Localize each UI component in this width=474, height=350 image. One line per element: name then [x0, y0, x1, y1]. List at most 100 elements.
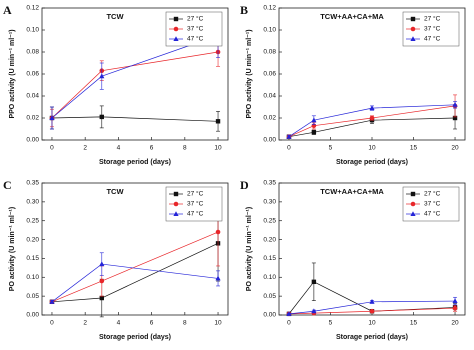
y-tick-label: 0.05 [26, 293, 39, 300]
x-axis-label: Storage period (days) [99, 334, 171, 341]
series-line [51, 35, 219, 119]
y-tick-label: 0.06 [263, 71, 276, 78]
panel-label: C [3, 178, 12, 192]
panel: A TCW PPO activity (U min⁻¹ ml⁻¹) Storage p… [3, 3, 229, 166]
panel: C TCW PO activity (U min⁻¹ ml⁻¹) Storage pe… [3, 178, 229, 341]
y-tick-label: 0.00 [263, 137, 276, 144]
y-tick-label: 0.08 [263, 49, 276, 56]
y-tick-label: 0.15 [263, 255, 276, 262]
legend-label: 47 °C [187, 210, 204, 218]
panel: D TCW+AA+CA+MA PO activity (U min⁻¹ ml⁻¹) S… [240, 178, 466, 341]
legend-label: 47 °C [424, 210, 441, 218]
y-tick-label: 0.12 [26, 5, 39, 12]
y-axis-label: PPO activity (U min⁻¹ ml⁻¹) [9, 29, 16, 118]
panel: B TCW+AA+CA+MA PPO activity (U min⁻¹ ml⁻¹)… [240, 3, 466, 166]
y-tick-label: 0.02 [26, 115, 39, 122]
y-tick-label: 0.12 [263, 5, 276, 12]
marker [452, 115, 458, 121]
legend-marker [173, 211, 179, 216]
legend-label: 47 °C [187, 35, 204, 43]
y-axis-label: PO activity (U min⁻¹ ml⁻¹) [246, 207, 253, 291]
legend-marker [410, 26, 416, 32]
x-tick-label: 0 [50, 145, 54, 152]
legend-label: 27 °C [187, 190, 204, 198]
y-tick-label: 0.04 [263, 93, 276, 100]
marker [99, 295, 104, 301]
x-tick-label: 6 [150, 145, 154, 152]
marker [99, 73, 105, 79]
x-axis-label: Storage period (days) [336, 334, 408, 341]
legend-marker [173, 26, 179, 32]
x-tick-label: 0 [287, 145, 291, 152]
y-tick-label: 0.00 [26, 137, 39, 144]
legend-marker [410, 191, 416, 197]
y-tick-label: 0.10 [26, 27, 39, 34]
y-tick-label: 0.00 [26, 312, 39, 319]
y-tick-label: 0.08 [26, 49, 39, 56]
marker [369, 115, 375, 121]
marker [215, 119, 221, 124]
x-tick-label: 0 [287, 320, 291, 327]
plot-frame [41, 182, 229, 316]
y-tick-label: 0.06 [26, 71, 39, 78]
legend-label: 27 °C [424, 15, 441, 23]
legend-marker [410, 36, 416, 41]
series-line [288, 307, 456, 315]
marker [49, 299, 55, 304]
marker [369, 299, 375, 304]
marker [311, 130, 317, 135]
x-tick-label: 2 [83, 320, 87, 327]
x-tick-label: 10 [214, 145, 222, 152]
marker [452, 102, 458, 107]
marker [311, 308, 317, 314]
x-tick-label: 20 [451, 145, 459, 152]
y-tick-label: 0.30 [263, 199, 276, 206]
y-tick-label: 0.20 [263, 236, 276, 243]
y-tick-label: 0.25 [263, 217, 276, 224]
x-axis-label: Storage period (days) [336, 159, 408, 166]
series-line [51, 51, 219, 119]
series-line [51, 116, 219, 122]
marker [311, 279, 317, 285]
series-line [51, 231, 219, 303]
y-tick-label: 0.10 [263, 274, 276, 281]
legend-label: 47 °C [424, 35, 441, 43]
series-line [288, 105, 456, 138]
x-tick-label: 15 [410, 145, 418, 152]
marker [311, 117, 317, 123]
y-tick-label: 0.30 [26, 199, 39, 206]
marker [215, 229, 221, 235]
marker [369, 308, 375, 314]
panel-label: B [240, 3, 248, 17]
legend-marker [173, 201, 179, 207]
series-line [51, 243, 219, 303]
x-tick-label: 2 [83, 145, 87, 152]
y-tick-label: 0.04 [26, 93, 39, 100]
marker [452, 305, 458, 311]
chart-title: TCW+AA+CA+MA [320, 187, 384, 196]
y-tick-label: 0.10 [26, 274, 39, 281]
marker [215, 275, 221, 281]
marker [99, 114, 104, 120]
x-tick-label: 5 [329, 145, 333, 152]
legend-label: 37 °C [187, 25, 204, 33]
legend-label: 37 °C [424, 25, 441, 33]
legend-marker [410, 211, 416, 216]
legend-marker [173, 16, 179, 22]
y-tick-label: 0.05 [263, 293, 276, 300]
y-tick-label: 0.00 [263, 312, 276, 319]
x-tick-label: 20 [451, 320, 459, 327]
x-tick-label: 10 [368, 320, 376, 327]
legend-marker [410, 16, 416, 22]
marker [49, 115, 55, 120]
y-tick-label: 0.25 [26, 217, 39, 224]
y-axis-label: PPO activity (U min⁻¹ ml⁻¹) [246, 29, 253, 118]
marker [452, 298, 458, 304]
x-tick-label: 8 [183, 145, 187, 152]
series-line [51, 263, 219, 303]
chart-title: TCW [106, 187, 124, 196]
x-tick-label: 4 [117, 145, 121, 152]
series-line [288, 300, 456, 315]
series-line [288, 281, 456, 315]
